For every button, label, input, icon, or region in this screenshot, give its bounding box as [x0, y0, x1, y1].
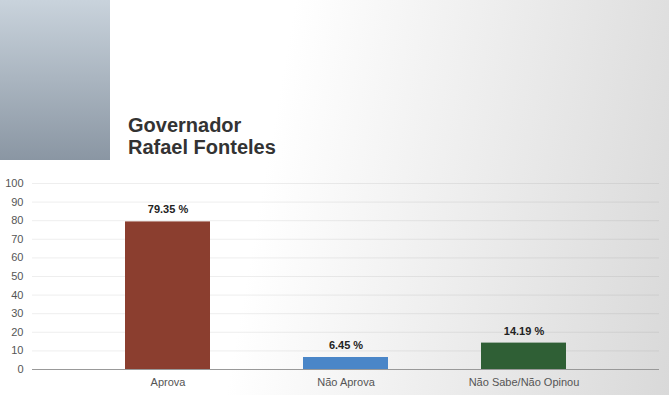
svg-text:20: 20 — [11, 326, 23, 338]
html-text:Governador Rafael Fonteles: Governador Rafael Fonteles — [128, 114, 276, 158]
svg-text:Não Aprova: Não Aprova — [317, 376, 375, 388]
svg-text:14.19 %: 14.19 % — [504, 325, 545, 337]
svg-text:Aprova: Aprova — [151, 376, 187, 388]
svg-text:50: 50 — [11, 270, 23, 282]
svg-text:0: 0 — [17, 363, 23, 375]
svg-text:70: 70 — [11, 233, 23, 245]
svg-text:90: 90 — [11, 196, 23, 208]
svg-text:Não Sabe/Não Opinou: Não Sabe/Não Opinou — [469, 376, 580, 388]
svg-text:100: 100 — [5, 177, 23, 189]
svg-text:80: 80 — [11, 214, 23, 226]
svg-text:40: 40 — [11, 289, 23, 301]
svg-text:6.45 %: 6.45 % — [329, 339, 363, 351]
svg-text:79.35 %: 79.35 % — [148, 203, 189, 215]
svg-text:60: 60 — [11, 251, 23, 263]
svg-text:10: 10 — [11, 344, 23, 356]
svg-text:30: 30 — [11, 307, 23, 319]
